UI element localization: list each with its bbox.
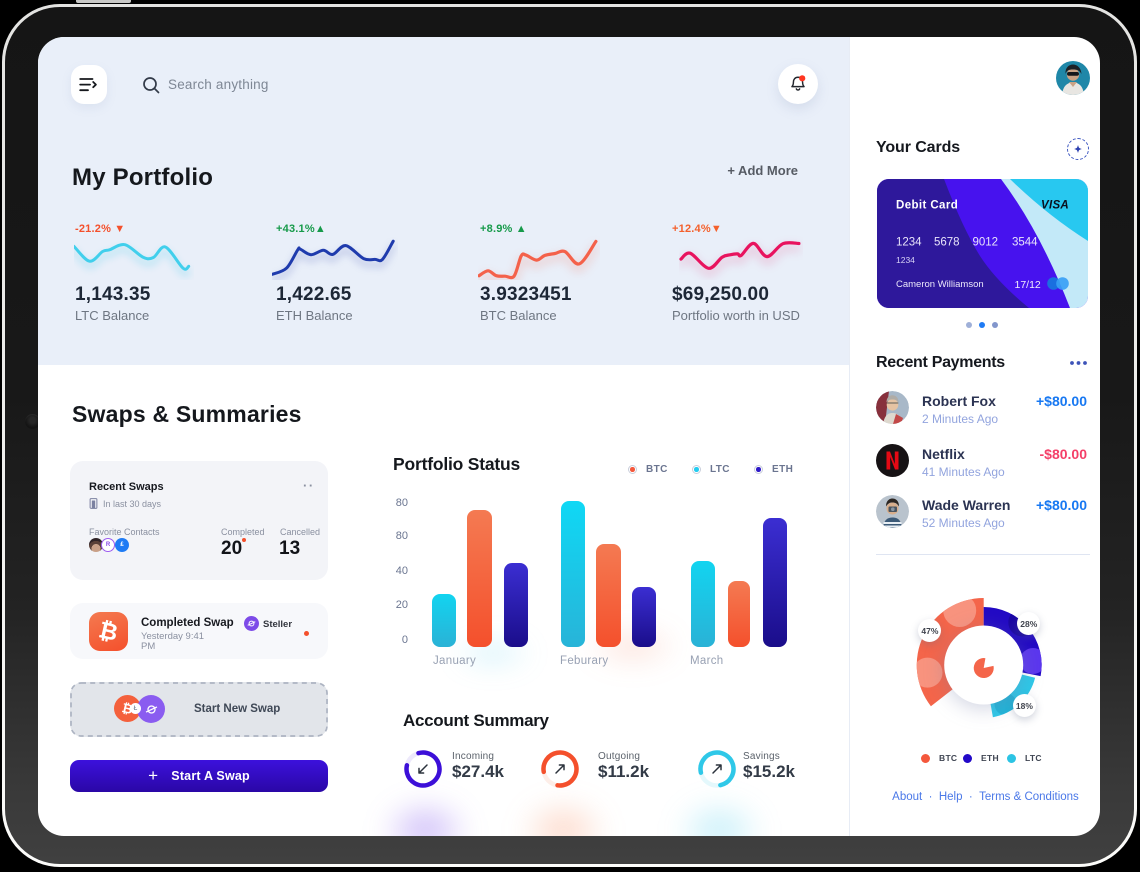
- svg-text:1234: 1234: [896, 237, 922, 249]
- svg-text:17/12: 17/12: [1015, 279, 1041, 291]
- svg-text:3544: 3544: [1012, 237, 1038, 249]
- svg-text:VISA: VISA: [1041, 200, 1069, 212]
- svg-text:Debit Card: Debit Card: [896, 200, 958, 212]
- svg-text:5678: 5678: [934, 237, 960, 249]
- svg-text:9012: 9012: [973, 237, 999, 249]
- svg-text:Cameron Williamson: Cameron Williamson: [896, 279, 984, 290]
- svg-text:1234: 1234: [896, 255, 915, 265]
